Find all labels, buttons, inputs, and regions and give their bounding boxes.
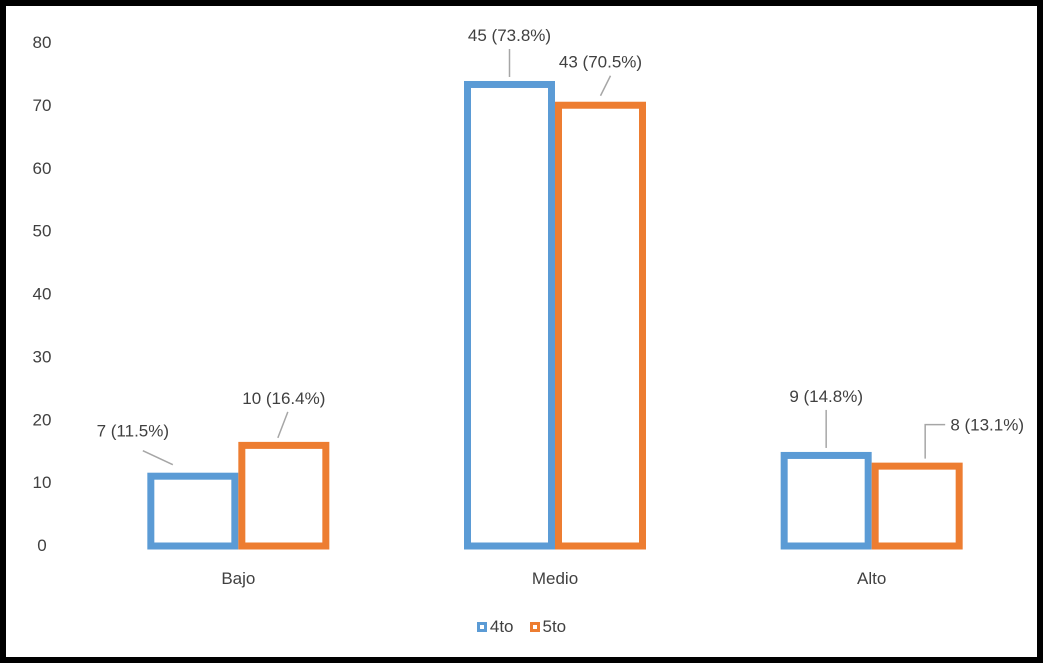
legend-label: 5to bbox=[542, 617, 567, 636]
y-tick-label: 0 bbox=[37, 536, 46, 555]
y-tick-label: 50 bbox=[33, 222, 52, 241]
bar-5to-Medio bbox=[555, 101, 646, 550]
category-label: Alto bbox=[857, 569, 886, 588]
data-label: 7 (11.5%) bbox=[97, 422, 169, 441]
legend-item-4to: 4to bbox=[476, 617, 514, 637]
data-label: 45 (73.8%) bbox=[468, 26, 551, 45]
data-label: 43 (70.5%) bbox=[559, 53, 642, 72]
data-label: 9 (14.8%) bbox=[789, 387, 863, 406]
data-label: 8 (13.1%) bbox=[950, 416, 1024, 435]
legend-swatch-icon bbox=[476, 622, 487, 632]
y-tick-label: 60 bbox=[33, 159, 52, 178]
bar-4to-Medio bbox=[464, 80, 555, 550]
legend: 4to 5to bbox=[0, 617, 1043, 637]
leader-line bbox=[599, 75, 612, 97]
leader-line bbox=[142, 450, 174, 466]
y-tick-label: 80 bbox=[33, 33, 52, 52]
category-label: Medio bbox=[532, 569, 578, 588]
y-tick-label: 30 bbox=[33, 347, 52, 366]
bar-4to-Alto bbox=[780, 451, 872, 550]
legend-label: 4to bbox=[489, 617, 514, 636]
data-label: 10 (16.4%) bbox=[242, 389, 325, 408]
category-label: Bajo bbox=[221, 569, 255, 588]
y-tick-label: 20 bbox=[33, 410, 52, 429]
bar-5to-Alto bbox=[871, 462, 963, 550]
legend-item-5to: 5to bbox=[529, 617, 567, 637]
y-tick-label: 10 bbox=[33, 473, 52, 492]
leader-line bbox=[924, 423, 946, 459]
y-tick-label: 40 bbox=[33, 285, 52, 304]
leader-line bbox=[277, 411, 289, 439]
legend-swatch-icon bbox=[529, 622, 540, 632]
bar-5to-Bajo bbox=[238, 441, 330, 550]
bar-4to-Bajo bbox=[147, 472, 239, 550]
y-tick-label: 70 bbox=[33, 96, 52, 115]
